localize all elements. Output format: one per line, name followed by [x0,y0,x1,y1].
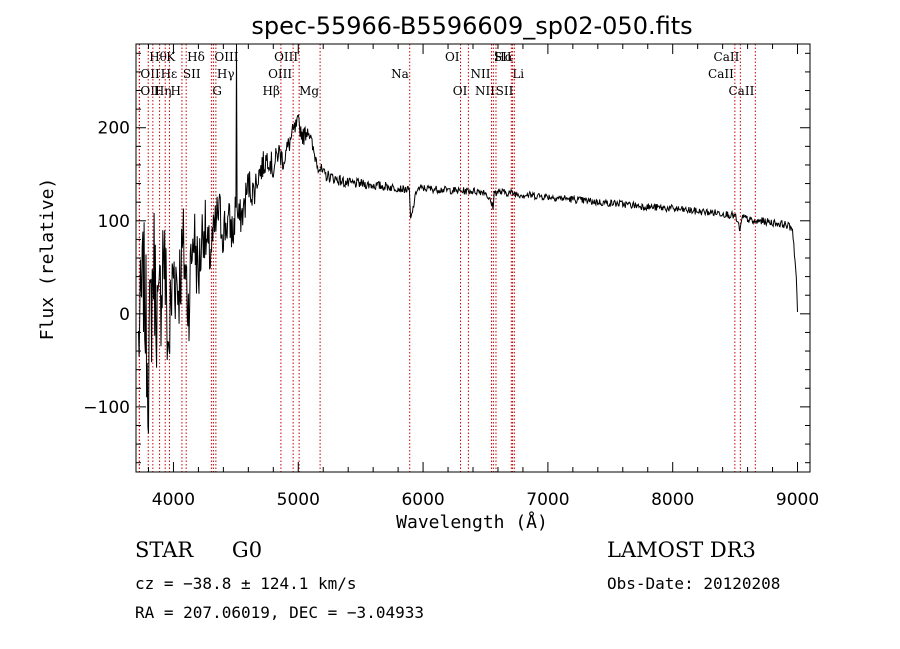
spectrum-line [138,43,798,434]
line-marker-label: SII [496,84,514,98]
line-marker-label: NII [475,84,495,98]
observation-date: Obs-Date: 20120208 [607,574,781,593]
line-marker-label: OI [453,84,468,98]
redshift-velocity: cz = −38.8 ± 124.1 km/s [135,574,357,593]
line-marker-label: OIII [268,67,292,81]
line-marker-label: Hγ [217,67,235,81]
x-tick-label: 9000 [776,490,819,510]
line-marker-label: Na [391,67,409,81]
y-tick-label: 0 [119,305,130,325]
line-marker-label: Li [512,67,524,81]
line-marker-label: OI [445,50,460,64]
object-class: STAR [135,538,194,562]
x-tick-label: 5000 [277,490,320,510]
axis-tick-labels: 4000 5000 6000 7000 8000 9000 −100 0 100 200 [83,119,819,510]
line-marker-label: H [170,84,180,98]
x-tick-label: 7000 [526,490,569,510]
object-subclass: G0 [231,538,263,562]
y-axis-label: Flux (relative) [37,178,58,341]
line-marker-label: Hθ [149,50,167,64]
y-tick-label: −100 [83,398,130,418]
x-axis-label: Wavelength (Å) [396,511,548,533]
line-marker-label: SII [183,67,201,81]
y-tick-label: 100 [98,212,130,232]
line-marker-label: Hα [494,50,513,64]
line-marker-label: Hη [154,84,172,98]
line-marker-label: Hδ [187,50,205,64]
y-tick-label: 200 [98,119,130,139]
plot-frame [135,43,811,473]
line-marker-label: OII [140,67,160,81]
x-tick-label: 4000 [152,490,195,510]
sky-coordinates: RA = 207.06019, DEC = −3.04933 [135,603,424,622]
x-tick-label: 6000 [401,490,444,510]
chart-title: spec-55966-B5596609_sp02-050.fits [251,12,692,40]
line-marker-label: Mg [299,84,319,98]
line-marker-label: OIII [214,50,238,64]
line-marker-label: OII [140,84,160,98]
line-marker-label: OIII [274,50,298,64]
line-marker-label: G [212,84,222,98]
line-marker-label: Hε [161,67,178,81]
line-marker-label: Hβ [263,84,280,98]
line-marker-label: SII [494,50,512,64]
line-marker-label: NII [470,67,490,81]
line-marker-label: CaII [729,84,755,98]
x-tick-label: 8000 [651,490,694,510]
survey-name: LAMOST DR3 [607,538,756,562]
line-marker-label: CaII [708,67,734,81]
line-marker-label: CaII [714,50,740,64]
line-marker-label: K [166,50,176,64]
